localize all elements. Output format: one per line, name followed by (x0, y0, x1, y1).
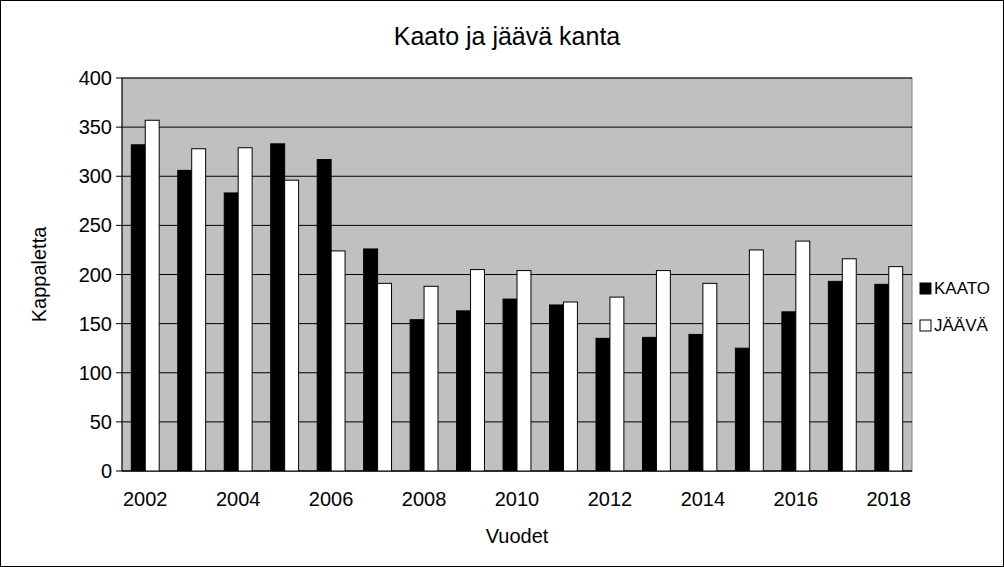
y-tick (116, 421, 122, 422)
x-tick-label: 2018 (867, 488, 912, 510)
bar (842, 259, 856, 471)
bar (889, 267, 903, 471)
bar (782, 312, 796, 471)
bar (828, 281, 842, 471)
bar (238, 148, 252, 471)
bar (656, 271, 670, 471)
bar (642, 337, 656, 471)
x-tick-label: 2012 (588, 488, 633, 510)
bar (596, 338, 610, 471)
bar (796, 241, 810, 471)
bar (364, 249, 378, 471)
bar (689, 334, 703, 471)
x-tick-label: 2006 (309, 488, 354, 510)
legend-swatch (920, 283, 931, 294)
x-tick-label: 2010 (495, 488, 540, 510)
bar (424, 286, 438, 471)
outer-border (1, 1, 1004, 567)
bar (875, 284, 889, 471)
chart-title: Kaato ja jäävä kanta (394, 22, 621, 50)
x-axis-label: Vuodet (486, 525, 549, 547)
grid-line (122, 78, 912, 79)
bar (378, 283, 392, 471)
bar (285, 180, 299, 471)
x-tick-label: 2008 (402, 488, 447, 510)
x-tick-label: 2016 (774, 488, 819, 510)
bar (410, 320, 424, 471)
y-tick-label: 250 (79, 214, 112, 236)
y-tick-label: 300 (79, 165, 112, 187)
y-axis (122, 78, 123, 471)
y-tick-label: 0 (101, 460, 112, 482)
y-tick (116, 471, 122, 472)
bar (192, 149, 206, 471)
bar (503, 299, 517, 471)
plot-area (122, 78, 912, 471)
x-tick-label: 2014 (681, 488, 726, 510)
y-tick (116, 323, 122, 324)
bar (131, 145, 145, 471)
bar (145, 120, 159, 471)
y-tick-label: 400 (79, 67, 112, 89)
bar (317, 160, 331, 471)
chart-root: 0 50 100 150 200 250 300 350 400 2002 2004 2006 2008… (0, 0, 1004, 567)
y-tick (116, 274, 122, 275)
y-tick-label: 150 (79, 313, 112, 335)
y-tick (116, 225, 122, 226)
bar (563, 302, 577, 471)
bar (703, 283, 717, 471)
chart-svg: 0 50 100 150 200 250 300 350 400 2002 2004 2006 2008… (0, 0, 1004, 567)
y-tick (116, 176, 122, 177)
bar (271, 144, 285, 471)
y-axis-label: Kappaletta (28, 226, 50, 323)
bar (517, 271, 531, 471)
bar (471, 270, 485, 471)
y-tick (116, 372, 122, 373)
y-tick-label: 200 (79, 264, 112, 286)
bar (457, 311, 471, 471)
y-tick-label: 350 (79, 116, 112, 138)
bar (550, 305, 564, 471)
x-tick-label: 2002 (123, 488, 168, 510)
bar (735, 348, 749, 471)
y-tick (116, 78, 122, 79)
bars (131, 120, 902, 471)
bar (331, 251, 345, 471)
y-tick (116, 127, 122, 128)
y-tick-label: 100 (79, 362, 112, 384)
bar (178, 170, 192, 471)
grid-line (122, 127, 912, 128)
legend-swatch (920, 320, 931, 331)
legend-label: KAATO (934, 279, 990, 298)
bar (224, 193, 238, 471)
x-tick-label: 2004 (216, 488, 261, 510)
y-tick-label: 50 (90, 411, 112, 433)
bar (610, 297, 624, 471)
bar (749, 250, 763, 471)
legend-label: JÄÄVÄ (934, 316, 989, 335)
